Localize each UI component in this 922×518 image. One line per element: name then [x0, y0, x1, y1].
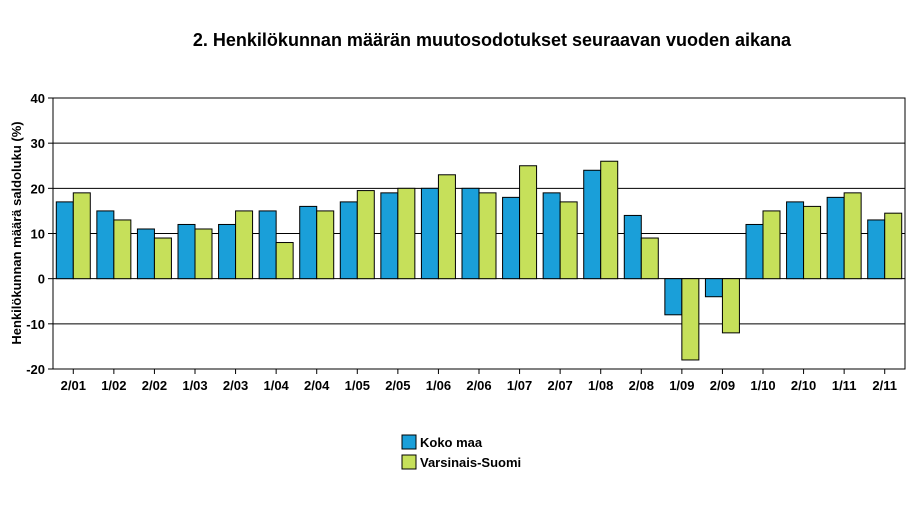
bar	[519, 165, 538, 280]
x-tick-label: 2/10	[791, 378, 816, 393]
bar	[664, 278, 683, 316]
y-tick-label: -10	[26, 317, 45, 332]
bar	[339, 201, 358, 280]
bar	[356, 190, 375, 280]
bar	[136, 228, 155, 280]
bar	[843, 192, 862, 280]
x-tick-label: 2/01	[61, 378, 86, 393]
y-tick-label: -20	[26, 362, 45, 377]
x-tick-label: 2/08	[629, 378, 654, 393]
bar	[640, 237, 659, 280]
bars	[55, 160, 903, 361]
bar	[803, 205, 822, 280]
x-tick-label: 2/04	[304, 378, 330, 393]
y-tick-label: 0	[38, 272, 45, 287]
bar	[258, 210, 277, 280]
bar	[681, 278, 700, 361]
bar	[826, 196, 845, 280]
bar	[623, 214, 642, 280]
bar	[884, 212, 903, 280]
bar	[235, 210, 254, 280]
bar	[502, 196, 521, 280]
plot-frame	[52, 97, 906, 370]
bar	[299, 205, 318, 280]
bar	[96, 210, 115, 280]
x-tick-label: 1/08	[588, 378, 613, 393]
x-tick-label: 1/03	[182, 378, 207, 393]
legend-label: Varsinais-Suomi	[420, 455, 521, 470]
bar	[275, 242, 294, 280]
bar	[583, 169, 602, 280]
bar	[721, 278, 740, 334]
bar	[55, 201, 74, 280]
x-tick-label: 1/02	[101, 378, 126, 393]
legend-swatch	[401, 454, 417, 470]
legend-swatch	[401, 434, 417, 450]
x-tick-label: 2/02	[142, 378, 167, 393]
x-tick-label: 2/09	[710, 378, 735, 393]
bar	[397, 187, 416, 280]
x-tick-label: 2/11	[872, 378, 897, 393]
x-tick-label: 2/07	[547, 378, 572, 393]
bar	[745, 223, 764, 280]
bar	[177, 223, 196, 280]
bar	[153, 237, 172, 280]
bar	[437, 174, 456, 280]
x-tick-label: 1/09	[669, 378, 694, 393]
bar	[704, 278, 723, 298]
bar	[762, 210, 781, 280]
x-tick-label: 2/05	[385, 378, 410, 393]
legend-label: Koko maa	[420, 435, 483, 450]
chart-title: 2. Henkilökunnan määrän muutosodotukset …	[193, 30, 792, 50]
x-axis-ticks: 2/01 1/02 2/02 1/03 2/03 1/04 2/04 1/05 2/05 1/06…	[61, 369, 897, 393]
bar	[559, 201, 578, 280]
x-tick-label: 1/05	[345, 378, 370, 393]
bar	[316, 210, 335, 280]
bar	[380, 192, 399, 280]
bar	[461, 187, 480, 280]
x-tick-label: 1/07	[507, 378, 532, 393]
x-tick-label: 1/06	[426, 378, 451, 393]
y-axis-ticks: -20 -10 0 10 20 30 40	[26, 91, 53, 377]
x-tick-label: 1/10	[750, 378, 775, 393]
y-tick-label: 40	[31, 91, 45, 106]
y-axis-label: Henkilökunnan määrä saldoluku (%)	[9, 121, 24, 344]
bar	[194, 228, 213, 280]
bar	[72, 192, 91, 280]
x-tick-label: 1/04	[263, 378, 289, 393]
x-tick-label: 1/11	[832, 378, 857, 393]
x-tick-label: 2/06	[466, 378, 491, 393]
x-tick-label: 2/03	[223, 378, 248, 393]
bar	[113, 219, 132, 280]
y-tick-label: 30	[31, 136, 45, 151]
legend: Koko maa Varsinais-Suomi	[401, 434, 521, 470]
bar	[786, 201, 805, 280]
bar	[420, 187, 439, 280]
bar	[478, 192, 497, 280]
bar	[542, 192, 561, 280]
bar	[867, 219, 886, 280]
bar	[600, 160, 619, 280]
bar	[218, 223, 237, 280]
y-tick-label: 20	[31, 181, 45, 196]
y-tick-label: 10	[31, 227, 45, 242]
